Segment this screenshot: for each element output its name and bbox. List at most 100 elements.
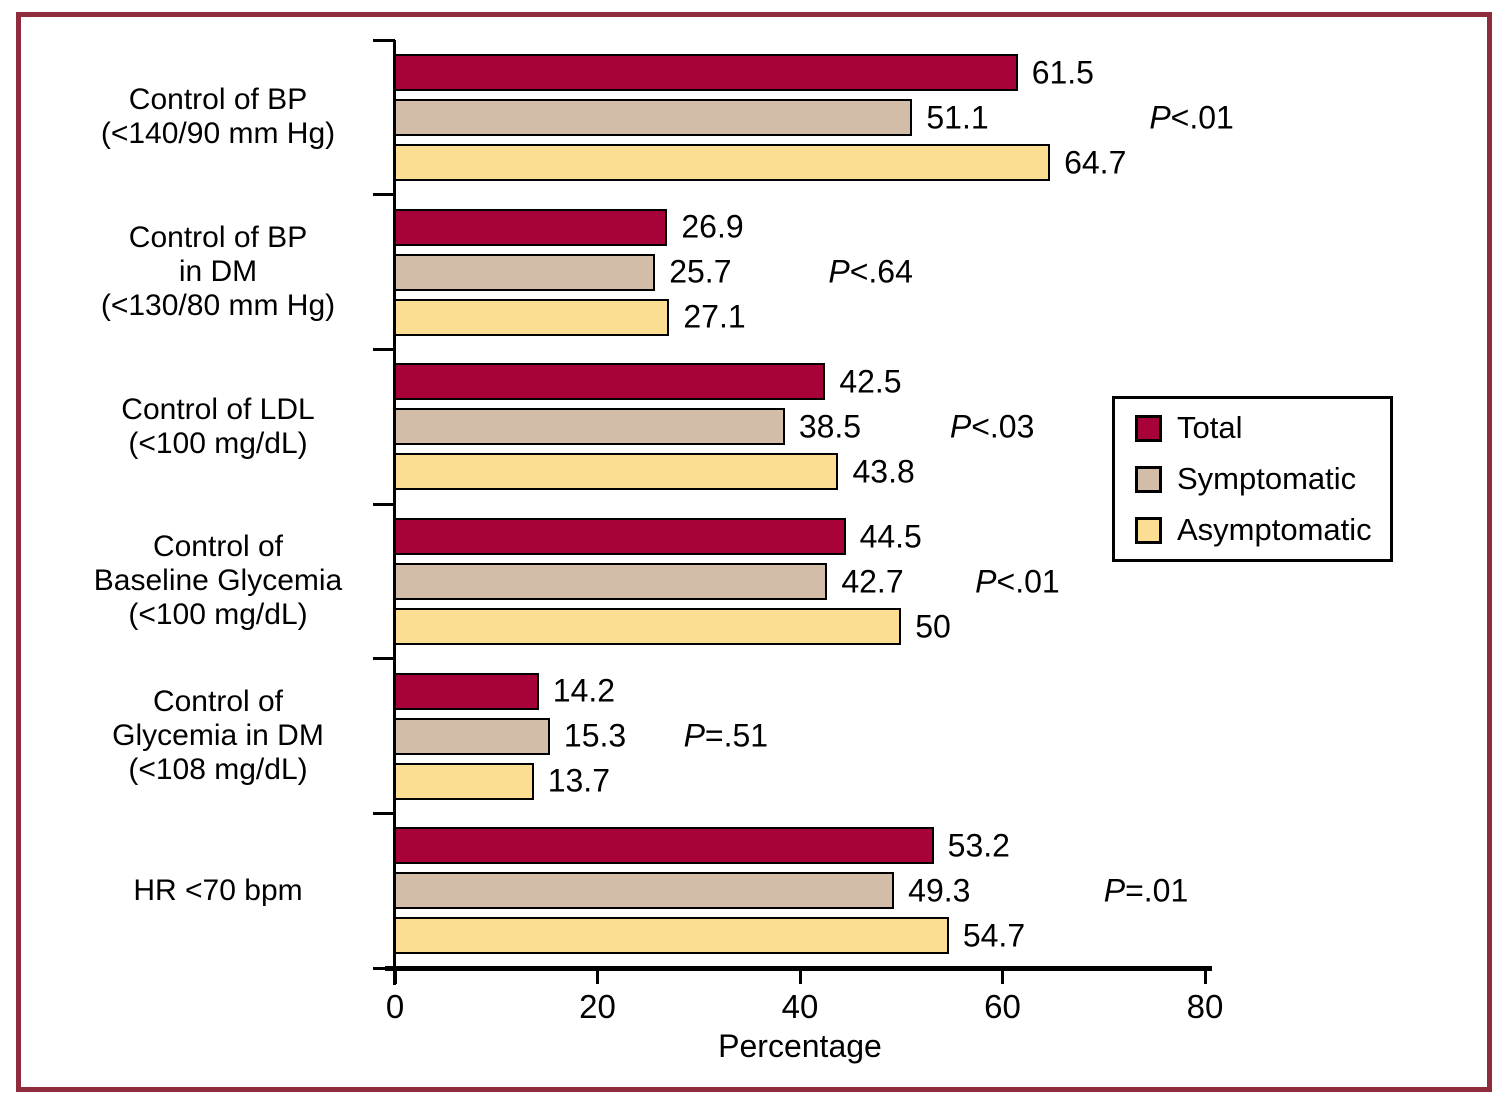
x-axis-tick-label: 0 [385,988,405,1025]
bar-asymptomatic [394,298,670,336]
x-axis-tick-label: 20 [579,988,616,1025]
category-label-line: (<100 mg/dL) [128,426,308,460]
p-value-label: P=.51 [684,718,769,755]
p-value-label: P<.01 [1149,99,1234,136]
bar-symptomatic [394,717,550,755]
p-comparison: <.01 [1170,99,1234,135]
bar-total [394,518,846,555]
y-axis-tick [373,811,395,815]
legend-label: Asymptomatic [1177,512,1372,547]
bar-value-label: 25.7 [669,253,732,290]
category-label-line: HR <70 bpm [133,873,303,907]
bar-asymptomatic [394,144,1051,181]
bar-total [394,54,1018,91]
bar-total [394,827,934,865]
x-axis-title: Percentage [718,1028,882,1064]
p-symbol: P [683,717,705,754]
bar-value-label: 54.7 [962,917,1026,954]
category-label: Control of Glycemia in DM (<108 mg/dL) [50,659,386,814]
bar-value-label: 64.7 [1064,144,1127,180]
x-axis-tick [393,967,397,984]
bar-asymptomatic [394,917,949,955]
category-label: Control of LDL (<100 mg/dL) [50,349,386,504]
p-comparison: <.01 [996,563,1060,599]
bar-asymptomatic [394,608,902,645]
p-symbol: P [828,253,850,290]
bar-symptomatic [394,563,828,600]
x-axis-tick [596,967,599,984]
p-value-label: P<.64 [828,254,913,291]
p-value-label: P<.01 [975,563,1060,600]
bar-value-label: 15.3 [563,717,627,754]
bar-value-label: 53.2 [947,827,1010,864]
bar-value-label: 27.1 [683,298,746,335]
legend-item-asymptomatic: Asymptomatic [1135,512,1390,548]
bar-total [394,363,826,401]
p-value-label: P<.03 [950,408,1035,445]
bar-value-label: 42.7 [841,563,904,599]
figure-frame [16,12,1492,1092]
p-symbol: P [975,563,997,599]
bar-symptomatic [394,253,656,291]
category-label-line: (<130/80 mm Hg) [100,288,336,322]
bar-asymptomatic [394,453,839,491]
category-label-line: (<108 mg/dL) [128,752,308,786]
bar-symptomatic [394,99,913,136]
bar-value-label: 49.3 [908,872,971,909]
bar-total [394,672,539,710]
bar-total [394,208,668,246]
category-label-line: in DM [178,254,258,288]
legend-item-symptomatic: Symptomatic [1135,461,1390,497]
legend-box: Total Symptomatic Asymptomatic [1112,396,1393,562]
y-axis-tick [373,657,395,661]
bar-value-label: 13.7 [547,762,610,799]
legend-swatch-icon [1135,465,1162,493]
category-label-line: (<140/90 mm Hg) [100,117,336,151]
category-label-line: Control of [152,684,284,718]
x-axis-tick-label: 40 [781,988,819,1025]
p-symbol: P [1103,872,1126,909]
legend-item-total: Total [1135,410,1390,446]
category-label-line: Baseline Glycemia [93,564,343,598]
x-axis-tick [798,967,802,984]
legend-label: Symptomatic [1177,461,1357,496]
p-comparison: =.51 [704,717,769,754]
category-label: Control of Baseline Glycemia (<100 mg/dL) [50,504,386,659]
bar-value-label: 14.2 [552,672,616,709]
category-label: Control of BP (<140/90 mm Hg) [50,40,386,195]
category-label-line: Control of BP [128,220,308,254]
bar-asymptomatic [394,762,534,800]
bar-value-label: 61.5 [1031,54,1094,90]
bar-value-label: 43.8 [852,453,915,490]
category-label-line: Glycemia in DM [112,718,324,752]
bar-value-label: 38.5 [798,408,862,445]
category-label: Control of BP in DM (<130/80 mm Hg) [50,195,386,350]
x-axis-tick-label: 60 [984,988,1021,1025]
category-label-line: Control of [152,530,284,564]
p-value-label: P=.01 [1104,872,1189,909]
x-axis-tick [1203,967,1207,984]
legend-swatch-icon [1135,516,1162,544]
x-axis-tick [1001,967,1004,984]
y-axis-tick [373,502,395,506]
y-axis-tick [373,193,395,197]
bar-value-label: 44.5 [859,518,922,554]
bar-value-label: 26.9 [681,208,744,245]
category-label-line: (<100 mg/dL) [128,598,308,632]
category-label-line: Control of BP [128,83,308,117]
legend-swatch-icon [1135,414,1162,442]
x-axis-tick-label: 80 [1186,988,1224,1025]
bar-symptomatic [394,872,895,910]
bar-value-label: 51.1 [926,99,989,135]
y-axis-tick [373,38,395,42]
p-comparison: <.03 [971,408,1035,445]
y-axis-tick [373,966,395,970]
category-label: HR <70 bpm [50,813,386,968]
category-label-line: Control of LDL [121,392,315,426]
p-symbol: P [1149,99,1171,135]
legend-label: Total [1177,410,1243,445]
p-comparison: =.01 [1125,872,1189,909]
p-comparison: <.64 [849,253,913,290]
bar-value-label: 42.5 [839,363,902,400]
